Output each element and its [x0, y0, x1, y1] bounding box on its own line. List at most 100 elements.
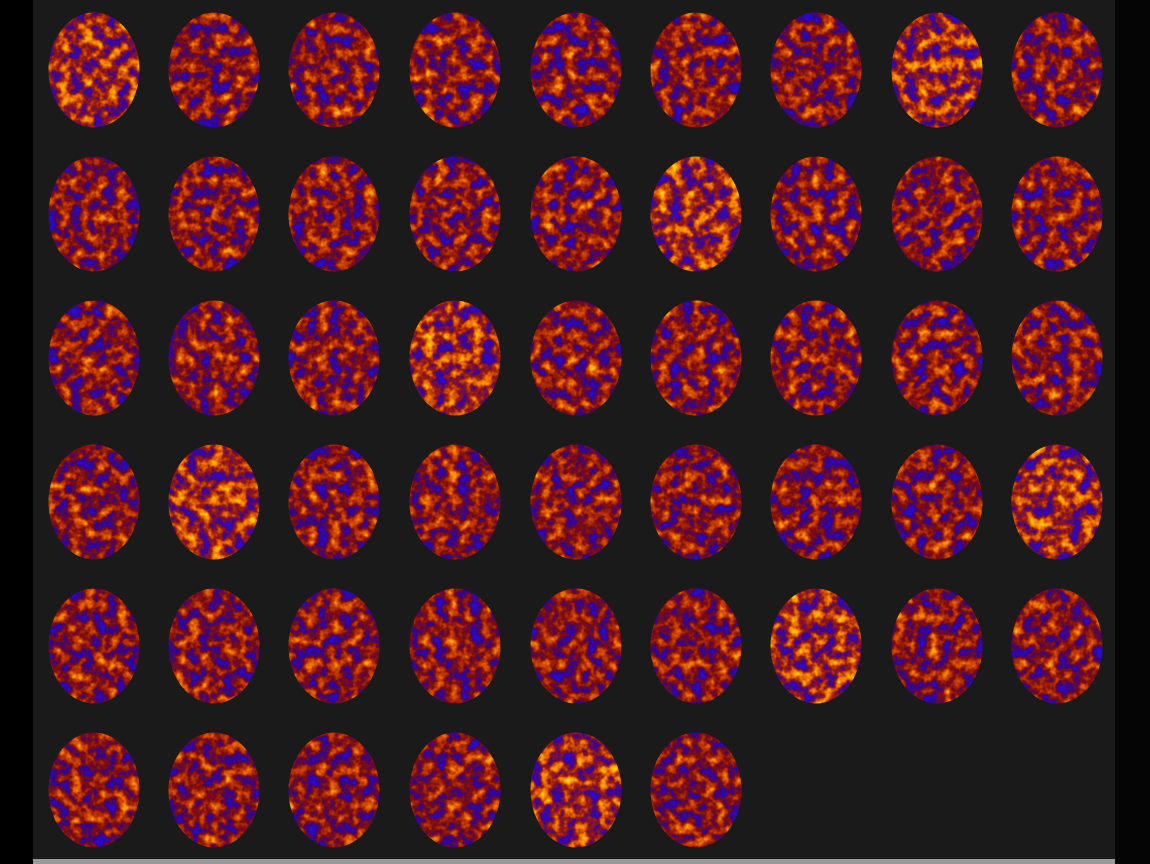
slice-image — [48, 444, 140, 560]
brain-slice — [530, 12, 622, 128]
slice-image — [530, 156, 622, 272]
slice-image — [530, 588, 622, 704]
brain-slice — [168, 732, 260, 848]
panel-bottom-edge — [33, 859, 1115, 864]
brain-slice — [891, 588, 983, 704]
slice-image — [409, 300, 501, 416]
slice-image — [530, 444, 622, 560]
slice-image — [1011, 156, 1103, 272]
slice-image — [288, 588, 380, 704]
brain-slice — [891, 12, 983, 128]
slice-image — [48, 300, 140, 416]
brain-slice — [288, 732, 380, 848]
slice-image — [530, 300, 622, 416]
brain-slice — [650, 300, 742, 416]
slice-image — [168, 300, 260, 416]
slice-grid — [48, 12, 1103, 848]
brain-slice — [891, 156, 983, 272]
slice-image — [288, 732, 380, 848]
brain-slice — [168, 588, 260, 704]
brain-slice — [1011, 444, 1103, 560]
slice-image — [288, 12, 380, 128]
slice-image — [650, 300, 742, 416]
slice-image — [48, 12, 140, 128]
slice-image — [168, 588, 260, 704]
brain-slice — [1011, 300, 1103, 416]
brain-slice — [1011, 156, 1103, 272]
brain-slice — [168, 12, 260, 128]
slice-image — [770, 156, 862, 272]
slice-image — [409, 444, 501, 560]
brain-slice — [168, 300, 260, 416]
slice-image — [288, 444, 380, 560]
brain-slice — [891, 444, 983, 560]
brain-slice — [770, 300, 862, 416]
brain-slice — [409, 588, 501, 704]
slice-image — [288, 156, 380, 272]
slice-image — [530, 12, 622, 128]
slice-image — [650, 444, 742, 560]
brain-slice — [530, 156, 622, 272]
brain-slice — [288, 156, 380, 272]
brain-slice — [1011, 12, 1103, 128]
slice-image — [409, 156, 501, 272]
brain-slice — [650, 444, 742, 560]
brain-slice — [168, 156, 260, 272]
slice-image — [409, 12, 501, 128]
brain-slice — [48, 732, 140, 848]
brain-slice — [650, 732, 742, 848]
slice-image — [48, 732, 140, 848]
slice-image — [650, 12, 742, 128]
montage-panel — [33, 0, 1115, 860]
brain-slice — [288, 444, 380, 560]
brain-slice — [409, 12, 501, 128]
brain-slice — [530, 588, 622, 704]
slice-image — [891, 156, 983, 272]
brain-slice — [530, 732, 622, 848]
brain-slice — [288, 12, 380, 128]
brain-slice — [650, 156, 742, 272]
slice-image — [650, 732, 742, 848]
slice-image — [288, 300, 380, 416]
slice-image — [168, 12, 260, 128]
brain-slice — [650, 12, 742, 128]
brain-slice — [409, 300, 501, 416]
right-border — [1115, 0, 1150, 864]
slice-image — [770, 12, 862, 128]
slice-image — [891, 300, 983, 416]
brain-slice — [650, 588, 742, 704]
brain-slice — [48, 444, 140, 560]
brain-slice — [48, 300, 140, 416]
brain-slice — [770, 156, 862, 272]
slice-image — [409, 588, 501, 704]
brain-slice — [288, 588, 380, 704]
slice-image — [48, 156, 140, 272]
brain-slice — [1011, 588, 1103, 704]
slice-image — [770, 444, 862, 560]
brain-slice — [530, 444, 622, 560]
slice-image — [770, 300, 862, 416]
brain-slice — [770, 444, 862, 560]
slice-image — [770, 588, 862, 704]
brain-slice — [891, 300, 983, 416]
brain-slice — [530, 300, 622, 416]
brain-slice — [168, 444, 260, 560]
brain-slice — [48, 156, 140, 272]
slice-image — [48, 588, 140, 704]
brain-slice — [409, 444, 501, 560]
slice-image — [891, 444, 983, 560]
brain-slice — [48, 12, 140, 128]
brain-slice — [409, 156, 501, 272]
slice-image — [530, 732, 622, 848]
brain-slice — [409, 732, 501, 848]
slice-image — [891, 12, 983, 128]
slice-image — [168, 444, 260, 560]
slice-image — [650, 156, 742, 272]
slice-image — [168, 156, 260, 272]
brain-slice — [770, 12, 862, 128]
slice-image — [1011, 300, 1103, 416]
slice-image — [650, 588, 742, 704]
